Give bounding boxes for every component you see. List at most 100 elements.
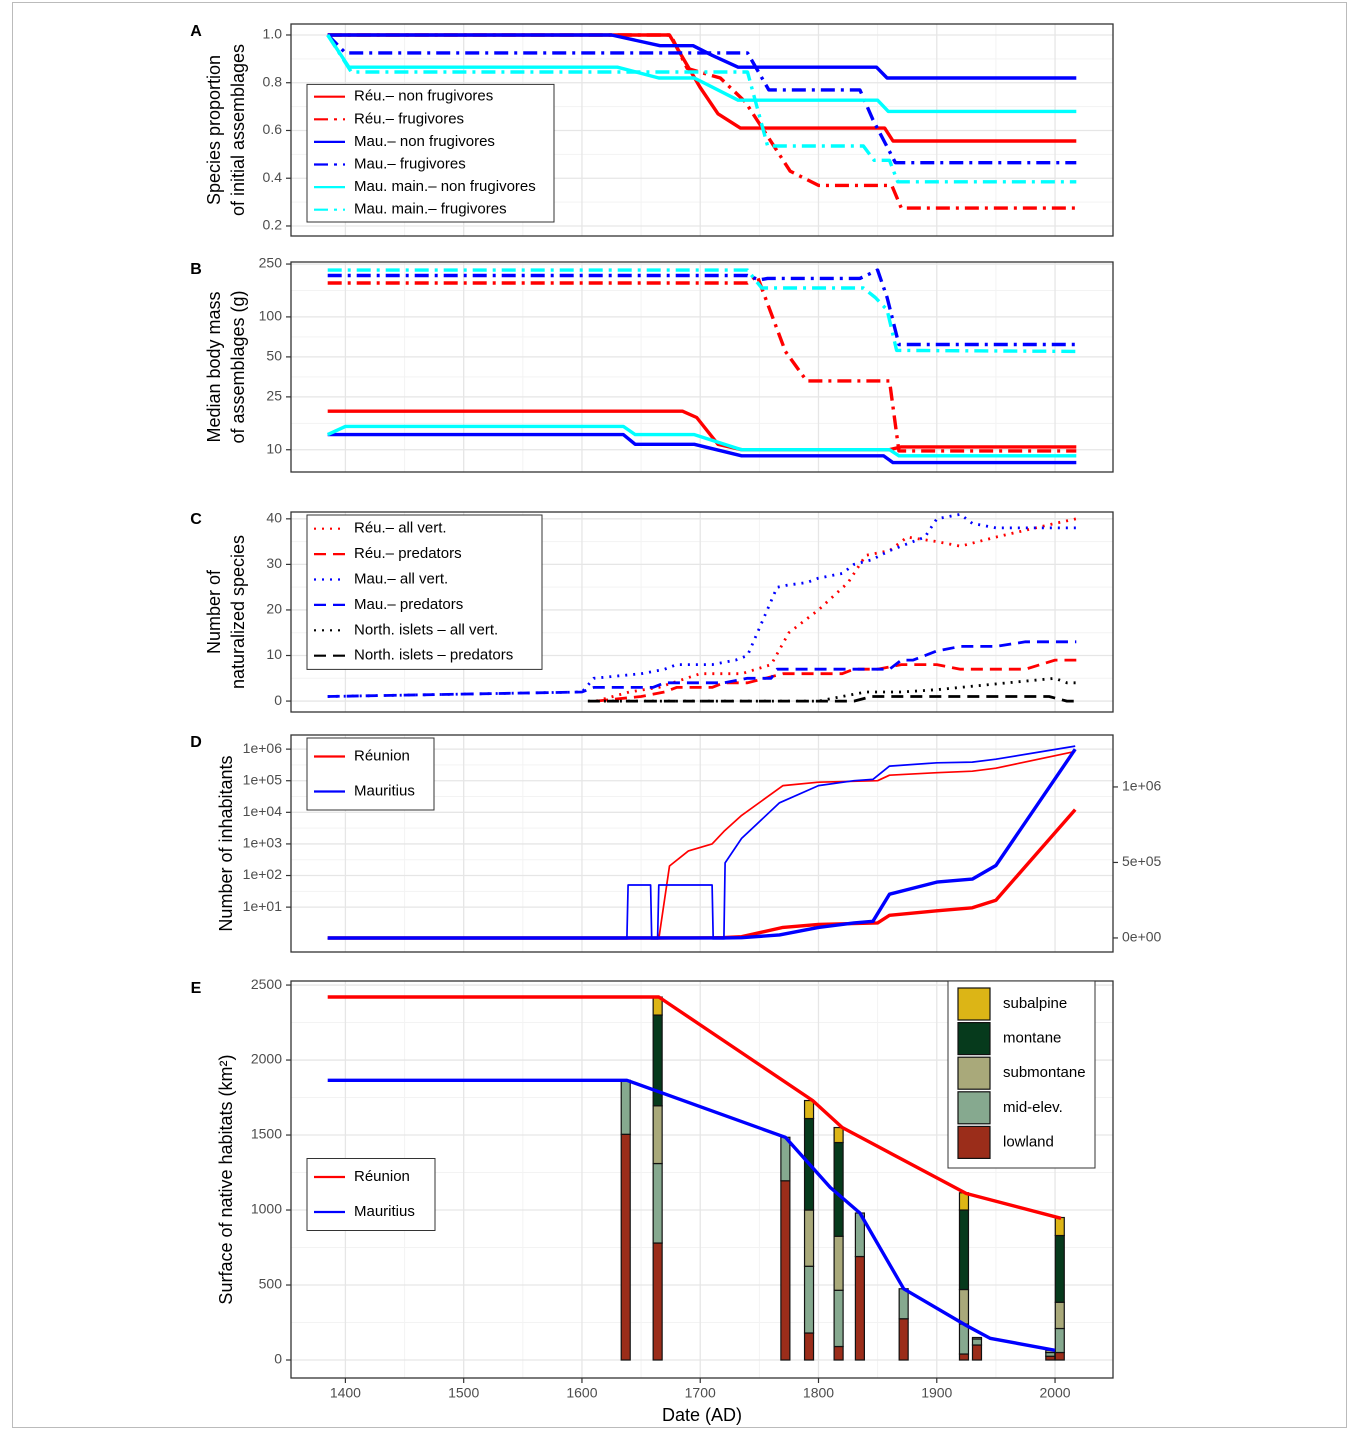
bar-segment [833, 1126, 844, 1144]
y-axis-title: Surface of native habitats (km²) [216, 1054, 236, 1304]
legend-label: Réunion [354, 1168, 410, 1185]
panel-label: D [190, 734, 202, 751]
y-axis-title: Species proportion [204, 55, 224, 205]
y-tick-label: 0.4 [263, 169, 283, 185]
legend-label: mid-elev. [1003, 1099, 1063, 1116]
y-tick-label: 0.6 [263, 121, 283, 137]
y2-tick-label: 0e+00 [1122, 929, 1162, 945]
legend-swatch [957, 1021, 991, 1056]
bar-segment [833, 1235, 844, 1291]
y-tick-label: 20 [266, 601, 282, 617]
bar-segment [971, 1344, 983, 1361]
x-tick-label: 1800 [803, 1385, 834, 1401]
y-tick-label: 1e+01 [243, 898, 283, 914]
legend-label: Réu.– all vert. [354, 520, 447, 537]
y-tick-label: 1000 [251, 1201, 282, 1217]
bar-segment [971, 1338, 983, 1346]
line [327, 268, 1077, 354]
line [595, 658, 1077, 703]
x-tick-label: 1900 [921, 1385, 952, 1401]
legend-swatch [957, 1125, 991, 1160]
x-tick-label: 1700 [685, 1385, 716, 1401]
legend-label: submontane [1003, 1064, 1086, 1081]
panel-label: E [191, 980, 202, 997]
bar-segment [958, 1353, 970, 1361]
line [327, 432, 1077, 465]
bar-segment [803, 1265, 815, 1334]
legend-label: Mauritius [354, 782, 415, 799]
bar-segment [620, 1133, 631, 1361]
bar-segment [833, 1345, 844, 1361]
y-tick-label: 0.2 [263, 217, 283, 233]
bar-segment [803, 1209, 815, 1267]
x-tick-label: 1500 [448, 1385, 479, 1401]
y-axis-title: Median body mass [204, 291, 224, 442]
line-y2 [327, 748, 1077, 940]
bar-segment [780, 1180, 791, 1361]
legend-label: Mau.– all vert. [354, 570, 448, 587]
legend-label: Mau.– non frugivores [354, 133, 495, 150]
plot-background [291, 262, 1113, 472]
y-tick-label: 250 [259, 255, 283, 271]
legend-box [306, 737, 435, 811]
y-tick-label: 10 [266, 440, 282, 456]
legend-label: Réu.– frugivores [354, 110, 464, 127]
line [327, 1078, 1056, 1352]
legend-label: North. islets – predators [354, 647, 513, 664]
bar-segment [780, 1136, 791, 1182]
panel-label: B [190, 261, 202, 278]
bar-segment [1054, 1234, 1065, 1303]
bar-segment [1054, 1351, 1065, 1361]
y-tick-label: 1e+04 [243, 803, 283, 819]
bar-segment [652, 1242, 663, 1361]
line [326, 424, 1077, 458]
legend-swatch [957, 1091, 991, 1125]
y-tick-label: 0.8 [263, 73, 283, 89]
legend-label: subalpine [1003, 995, 1067, 1012]
bar-segment [958, 1209, 970, 1291]
bar-segment [971, 1336, 983, 1340]
line [326, 33, 1077, 165]
bar-segment [833, 1141, 844, 1237]
y-tick-label: 2500 [251, 976, 282, 992]
y-tick-label: 40 [266, 510, 282, 526]
line [327, 995, 1062, 1220]
y-tick-label: 1.0 [263, 26, 283, 42]
legend-box [306, 83, 555, 223]
y-tick-label: 1e+03 [243, 835, 283, 851]
legend-label: Mau. main.– non frugivores [354, 178, 536, 195]
legend-swatch [957, 987, 991, 1021]
legend-label: North. islets – all vert. [354, 621, 498, 638]
bar-segment [898, 1318, 909, 1361]
bar-segment [898, 1288, 909, 1320]
y-tick-label: 1500 [251, 1126, 282, 1142]
line [326, 34, 1077, 114]
y-axis-title: Number of inhabitants [216, 755, 236, 931]
legend-box [306, 1158, 436, 1231]
y-axis-title: of assemblages (g) [228, 290, 248, 443]
y-tick-label: 0 [274, 692, 282, 708]
line [327, 268, 1077, 347]
line [587, 676, 1077, 703]
line [326, 34, 1077, 184]
y-tick-label: 100 [259, 308, 283, 324]
line [327, 273, 1077, 453]
bar-segment [620, 1079, 631, 1135]
y-axis-title: naturalized species [228, 535, 248, 689]
y-tick-label: 1e+05 [243, 771, 283, 787]
legend-label: Mau.– predators [354, 596, 463, 613]
bar-segment [958, 1288, 970, 1325]
legend-label: montane [1003, 1030, 1061, 1047]
y-tick-label: 50 [266, 348, 282, 364]
plot-frame [290, 980, 1114, 1379]
line [587, 695, 1077, 703]
bar-segment [652, 1105, 663, 1165]
y-tick-label: 1e+02 [243, 866, 283, 882]
plot-frame [290, 734, 1114, 953]
line [327, 750, 1076, 940]
legend-label: Réu.– predators [354, 545, 462, 562]
plot-frame [290, 23, 1114, 237]
bar-segment [803, 1099, 815, 1120]
bar-segment [833, 1289, 844, 1348]
